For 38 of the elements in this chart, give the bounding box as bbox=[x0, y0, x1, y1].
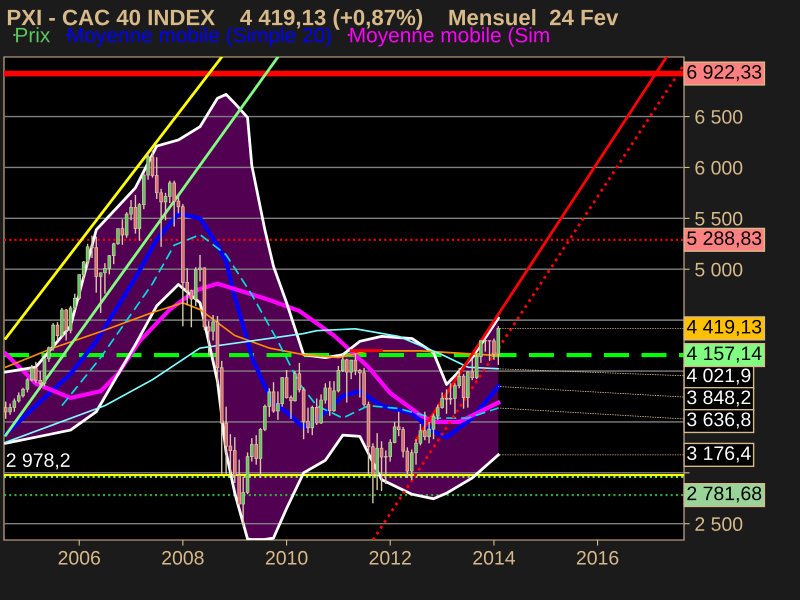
ref-line-label: 5 288,83 bbox=[687, 231, 762, 248]
candlestick bbox=[134, 194, 138, 234]
annotation: 2 978,2 bbox=[6, 453, 70, 470]
x-tick-label: 2006 bbox=[58, 550, 100, 565]
candlestick bbox=[462, 373, 466, 410]
y-tick-label: 5 000 bbox=[695, 262, 742, 276]
candlestick bbox=[12, 398, 16, 412]
legend-label: Moyenne mobile (Sim bbox=[350, 27, 549, 47]
annotation: 3 848,2 bbox=[687, 390, 750, 407]
y-tick-label: 6 000 bbox=[695, 160, 742, 175]
y-tick-label: 5 500 bbox=[695, 212, 742, 226]
candlestick bbox=[380, 440, 384, 492]
candlestick bbox=[8, 402, 12, 416]
annotation: 3 176,4 bbox=[687, 446, 751, 462]
y-tick-label: 2 500 bbox=[695, 517, 742, 531]
x-tick-label: 2010 bbox=[266, 550, 308, 565]
legend-label: Moyenne mobile (Simple 20) bbox=[68, 27, 331, 47]
line-series bbox=[4, 302, 500, 368]
ref-line-label: 4 157,14 bbox=[686, 346, 762, 363]
candlestick bbox=[444, 388, 448, 414]
candlestick bbox=[172, 180, 176, 228]
annotation: 4 419,13 bbox=[686, 320, 762, 336]
candlestick bbox=[328, 380, 332, 417]
candlestick bbox=[34, 361, 38, 384]
line-series bbox=[4, 328, 500, 444]
ref-line-label: 2 781,68 bbox=[687, 486, 762, 503]
annotation: 3 636,8 bbox=[687, 412, 750, 429]
ref-line-label: 6 922,33 bbox=[687, 65, 762, 82]
candlestick bbox=[310, 404, 314, 436]
candlestick bbox=[354, 353, 358, 376]
candlestick bbox=[488, 340, 492, 362]
y-tick-label: 6 500 bbox=[695, 110, 742, 124]
x-tick-label: 2016 bbox=[576, 550, 618, 565]
x-tick-label: 2008 bbox=[162, 550, 204, 565]
annotation: 4 021,9 bbox=[686, 368, 750, 385]
x-tick-label: 2014 bbox=[473, 550, 516, 565]
x-tick-label: 2012 bbox=[370, 550, 411, 565]
candlestick bbox=[168, 180, 172, 204]
